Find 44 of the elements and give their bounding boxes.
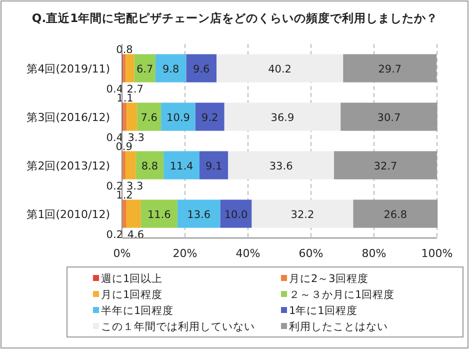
data-label: 11.4 [170,160,194,172]
data-label: 10.0 [224,208,248,221]
data-label: 40.2 [268,63,292,76]
y-tick-label: 第4回(2019/11) [26,62,110,76]
data-label: 9.1 [205,160,222,172]
data-label: 6.7 [136,63,154,76]
data-label: 32.2 [290,208,314,221]
legend-label: 月に1回程度 [101,288,163,301]
data-label: 0.9 [116,141,132,154]
x-tick-label: 40% [236,247,260,260]
x-tick-label: 20% [172,247,198,260]
data-label: 36.9 [270,112,294,124]
data-label: 33.6 [269,160,294,172]
x-tick-label: 100% [421,247,453,260]
x-tick-label: 0% [113,247,131,260]
legend-label: この１年間では利用していない [101,320,255,333]
data-label: 0.4 [106,83,124,96]
legend-label: 利用したことはない [289,320,388,333]
legend-label: ２～３か月に1回程度 [289,288,395,301]
legend-label: 半年に1回程度 [101,304,174,317]
data-label: 29.7 [378,63,402,76]
data-label: 10.9 [166,112,190,124]
legend-label: 月に2～3回程度 [289,272,368,285]
data-label: 9.6 [193,63,210,76]
data-label: 13.6 [187,208,211,221]
data-label: 1.1 [116,92,134,105]
data-label: 11.6 [147,208,172,221]
x-tick-label: 60% [298,247,324,260]
data-label: 1.2 [116,190,133,202]
data-label: 9.8 [162,63,180,76]
data-label: 0.2 [106,228,123,241]
data-label: 32.7 [374,160,398,172]
data-label: 9.2 [202,112,218,124]
data-label: 7.6 [140,112,158,124]
y-tick-label: 第1回(2010/12) [26,208,110,221]
data-label: 26.8 [384,208,408,221]
legend-label: 1年に1回程度 [289,304,358,317]
y-tick-label: 第3回(2016/12) [26,110,110,124]
data-label: 8.8 [141,160,158,172]
chart-title: Q.直近1年間に宅配ピザチェーン店をどのくらいの頻度で利用しましたか？ [32,11,438,25]
x-tick-label: 80% [362,247,386,260]
data-label: 30.7 [377,112,401,124]
legend-label: 週に1回以上 [101,272,163,285]
y-tick-label: 第2回(2013/12) [26,159,110,172]
